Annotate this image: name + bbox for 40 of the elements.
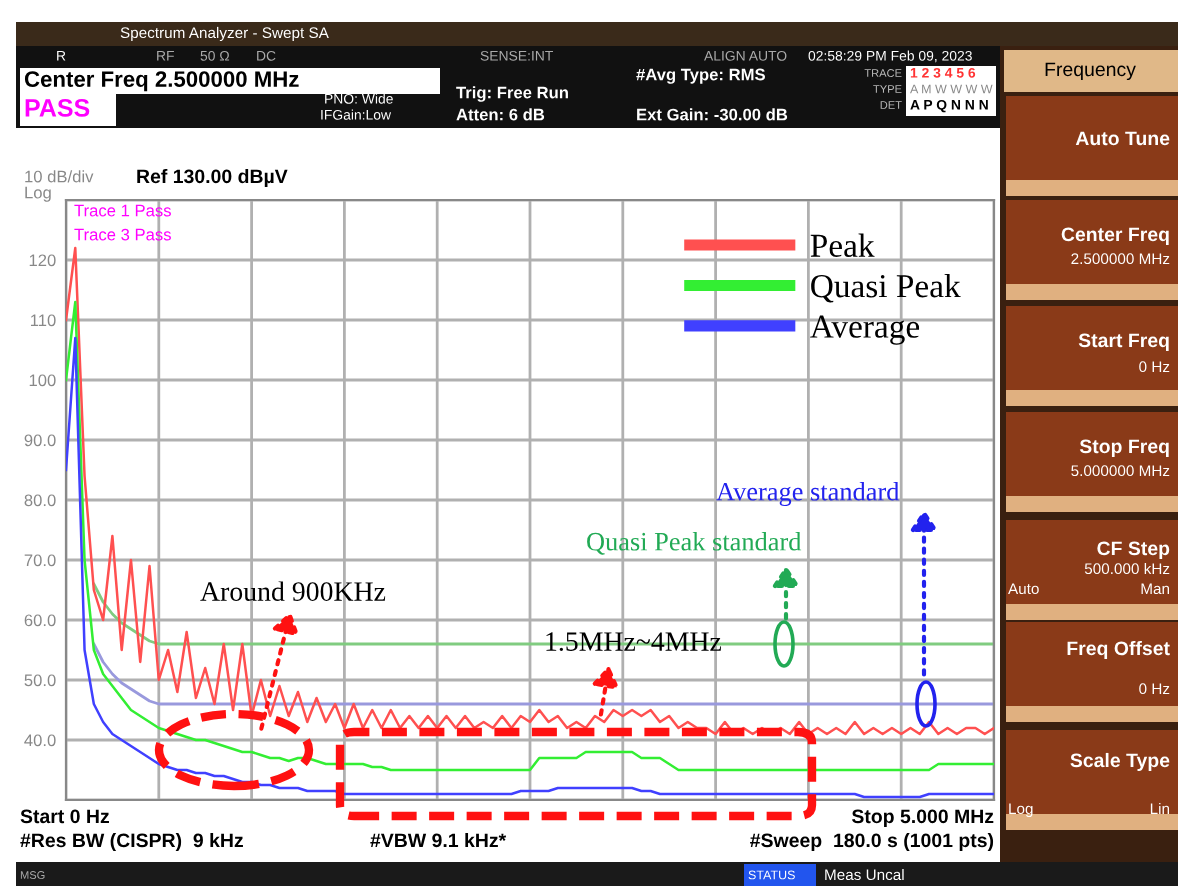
y-tick-label: 40.0 <box>24 734 56 747</box>
text: Stop Freq <box>1079 439 1169 458</box>
text: #VBW 9.1 kHz* <box>370 832 507 848</box>
text: Atten: 6 dB <box>456 108 545 121</box>
text: CF Step <box>1097 541 1170 560</box>
annotation: Quasi Peak standard <box>587 532 802 555</box>
text: #Avg Type: RMS <box>636 68 765 84</box>
text: Auto Tune <box>1075 131 1170 146</box>
y-tick-label: 80.0 <box>24 494 56 507</box>
text: Freq Offset <box>1067 640 1170 660</box>
y-tick-label: 50.0 <box>24 674 56 687</box>
text: #Sweep 180.0 s (1001 pts) <box>750 832 994 852</box>
text: Start Freq <box>1078 333 1169 352</box>
text: Ref 130.00 dBµV <box>137 168 288 188</box>
legend-label: Average <box>810 315 920 345</box>
y-tick-label: 70.0 <box>24 554 56 567</box>
text: Center Freq 2.500000 MHz <box>24 71 299 92</box>
y-tick-label: 60.0 <box>24 614 56 627</box>
text: #Res BW (CISPR) 9 kHz <box>20 832 243 852</box>
annotation: Trace 1 Pass <box>74 204 171 217</box>
text: Frequency <box>1045 62 1136 81</box>
text: Ext Gain: -30.00 dB <box>637 108 788 121</box>
text: PASS <box>25 99 90 117</box>
text: Stop 5.000 MHz <box>851 809 994 828</box>
annotation: Trace 3 Pass <box>74 228 171 241</box>
y-tick-label: 120 <box>29 254 56 267</box>
text: Log <box>25 186 51 202</box>
text: Scale Type <box>1070 752 1170 772</box>
text: Start 0 Hz <box>20 809 109 824</box>
y-tick-label: 100 <box>29 374 56 387</box>
text: Trig: Free Run <box>456 86 568 102</box>
legend-label: Quasi Peak <box>811 273 961 303</box>
annotation: Around 900KHz <box>200 581 386 601</box>
text: Center Freq <box>1061 227 1169 246</box>
y-tick-label: 90.0 <box>24 434 56 447</box>
legend-label: Peak <box>810 233 875 257</box>
y-tick-label: 110 <box>30 314 56 327</box>
annotation: Average standard <box>716 482 900 506</box>
annotation: 1.5MHz~4MHz <box>546 632 722 652</box>
text: 10 dB/div <box>25 170 94 183</box>
